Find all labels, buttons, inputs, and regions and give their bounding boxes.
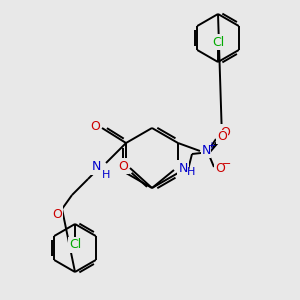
- Text: O: O: [52, 208, 62, 220]
- Text: O: O: [220, 125, 230, 139]
- Text: +: +: [207, 141, 215, 151]
- Text: H: H: [187, 167, 195, 177]
- Text: Cl: Cl: [212, 35, 224, 49]
- Text: Cl: Cl: [69, 238, 81, 251]
- Text: N: N: [178, 161, 188, 175]
- Text: N: N: [91, 160, 101, 173]
- Text: O: O: [90, 119, 100, 133]
- Text: O: O: [215, 163, 225, 176]
- Text: N: N: [201, 145, 211, 158]
- Text: H: H: [102, 170, 110, 180]
- Text: O: O: [118, 160, 128, 172]
- Text: O: O: [217, 130, 227, 143]
- Text: −: −: [222, 159, 232, 169]
